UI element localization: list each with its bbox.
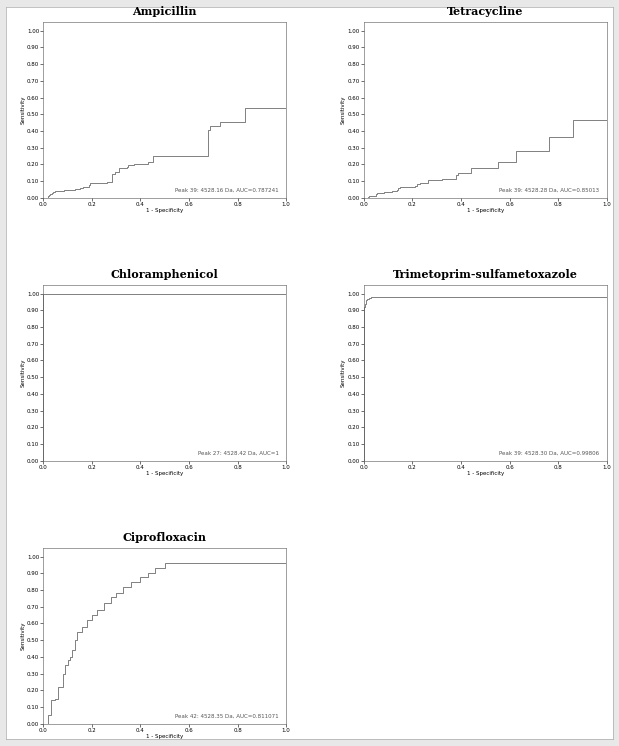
Y-axis label: Sensitivity: Sensitivity (341, 95, 346, 125)
Title: Chloramphenicol: Chloramphenicol (111, 269, 219, 280)
X-axis label: 1 - Specificity: 1 - Specificity (146, 734, 183, 739)
X-axis label: 1 - Specificity: 1 - Specificity (467, 208, 504, 213)
Text: Peak 39: 4528.28 Da, AUC=0.85013: Peak 39: 4528.28 Da, AUC=0.85013 (499, 187, 599, 192)
Title: Ciprofloxacin: Ciprofloxacin (123, 533, 207, 543)
X-axis label: 1 - Specificity: 1 - Specificity (146, 208, 183, 213)
Y-axis label: Sensitivity: Sensitivity (20, 621, 25, 651)
Title: Tetracycline: Tetracycline (447, 7, 524, 17)
Text: Peak 27: 4528.42 Da, AUC=1: Peak 27: 4528.42 Da, AUC=1 (198, 451, 279, 455)
Y-axis label: Sensitivity: Sensitivity (341, 359, 346, 387)
Text: Peak 42: 4528.35 Da, AUC=0.811071: Peak 42: 4528.35 Da, AUC=0.811071 (175, 713, 279, 718)
X-axis label: 1 - Specificity: 1 - Specificity (467, 471, 504, 476)
Y-axis label: Sensitivity: Sensitivity (20, 95, 25, 125)
X-axis label: 1 - Specificity: 1 - Specificity (146, 471, 183, 476)
Text: Peak 39: 4528.16 Da, AUC=0.787241: Peak 39: 4528.16 Da, AUC=0.787241 (175, 187, 279, 192)
Text: Peak 39: 4528.30 Da, AUC=0.99806: Peak 39: 4528.30 Da, AUC=0.99806 (499, 451, 599, 455)
Title: Trimetoprim-sulfametoxazole: Trimetoprim-sulfametoxazole (393, 269, 578, 280)
Title: Ampicillin: Ampicillin (132, 7, 197, 17)
Y-axis label: Sensitivity: Sensitivity (20, 359, 25, 387)
